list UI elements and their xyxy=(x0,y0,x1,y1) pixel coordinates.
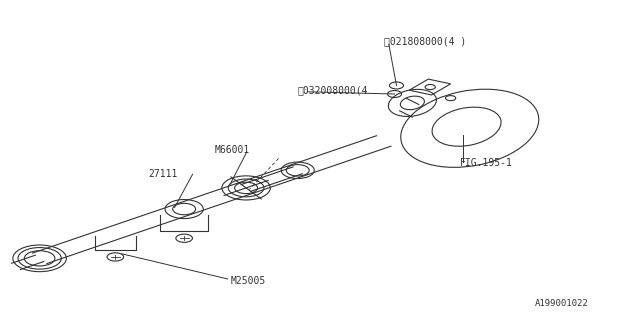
Text: M25005: M25005 xyxy=(231,276,266,286)
Text: A199001022: A199001022 xyxy=(535,299,589,308)
Text: M66001: M66001 xyxy=(215,146,250,156)
Text: ⓜ032008000(4: ⓜ032008000(4 xyxy=(298,85,368,95)
Text: FIG.195-1: FIG.195-1 xyxy=(460,158,513,168)
Text: 27111: 27111 xyxy=(148,169,177,179)
Text: ⓝ021808000(4 ): ⓝ021808000(4 ) xyxy=(384,36,466,46)
